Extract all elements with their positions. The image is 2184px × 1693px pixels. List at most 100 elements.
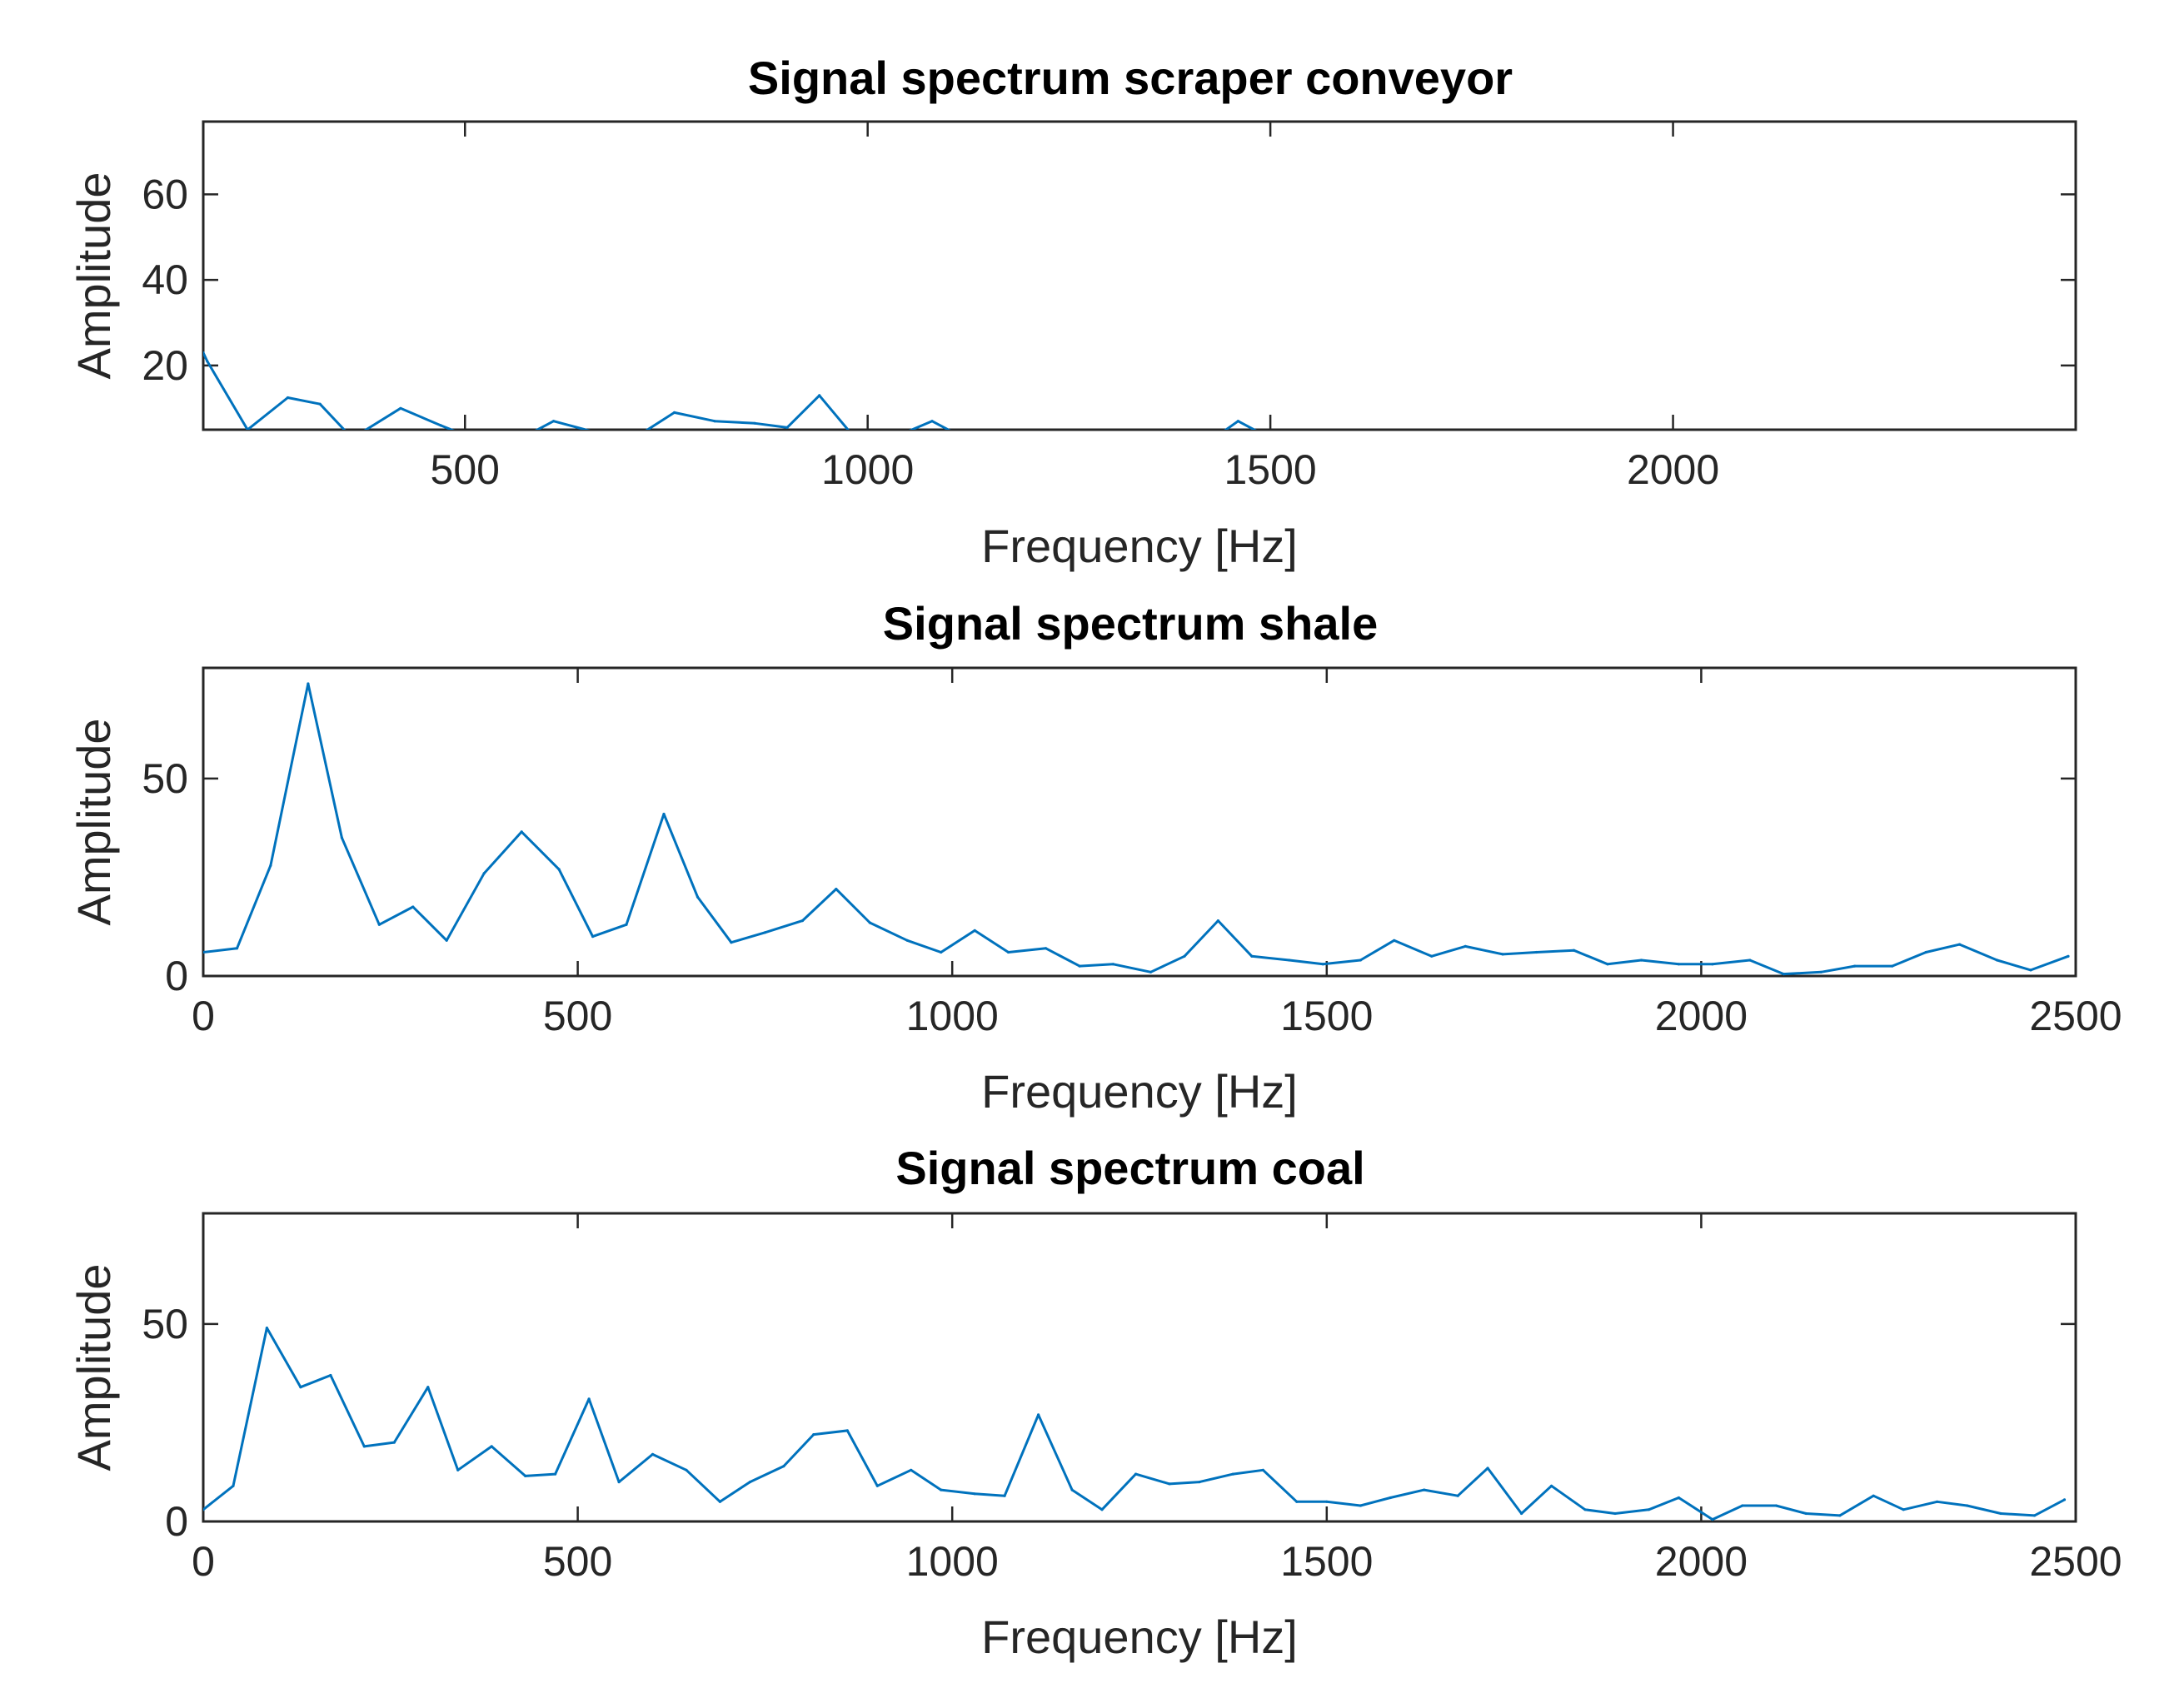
data-point <box>587 1397 591 1401</box>
data-point <box>1295 1500 1299 1503</box>
data-point <box>1463 944 1467 948</box>
data-point <box>246 428 249 430</box>
data-point <box>1902 1508 1905 1511</box>
subplot-conveyor: Signal spectrum scraper conveyor 500 1000… <box>67 52 2077 572</box>
data-point <box>482 872 486 875</box>
data-point <box>1711 963 1714 966</box>
data-points <box>203 351 1239 430</box>
data-point <box>940 950 943 954</box>
data-point <box>286 396 290 400</box>
data-point <box>1819 970 1822 973</box>
x-tick-label: 1000 <box>906 1538 999 1585</box>
data-point <box>1924 950 1927 954</box>
data-point <box>940 1488 943 1491</box>
data-point <box>1430 954 1434 958</box>
y-tick-label: 20 <box>142 342 188 389</box>
y-tick-label: 60 <box>142 171 188 217</box>
data-point <box>2067 954 2070 958</box>
data-point <box>1853 964 1857 968</box>
data-point <box>1359 1504 1362 1507</box>
subplot-coal: Signal spectrum coal 0 500 1000 1500 2000 250… <box>67 1142 2122 1663</box>
y-tick-label: 50 <box>142 755 188 802</box>
data-point <box>1748 959 1752 962</box>
data-point <box>392 1441 396 1444</box>
data-point <box>1111 963 1115 966</box>
axes-box <box>202 666 2077 978</box>
x-tick-label: 2000 <box>1627 446 1719 493</box>
data-point <box>1183 954 1186 958</box>
plot-title: Signal spectrum coal <box>895 1142 1364 1194</box>
data-point <box>910 1468 913 1471</box>
x-tick-label: 1000 <box>906 993 999 1039</box>
data-point <box>1606 963 1609 966</box>
data-point <box>753 421 756 425</box>
y-tick-label: 40 <box>142 256 188 303</box>
data-point <box>1677 963 1680 966</box>
data-point <box>1149 970 1153 973</box>
data-point <box>203 950 205 954</box>
data-point <box>1583 1508 1587 1511</box>
data-point <box>524 1474 527 1477</box>
x-tick-label: 2000 <box>1655 993 1748 1039</box>
y-tick-label: 0 <box>165 953 188 999</box>
y-tick-label: 0 <box>165 1498 188 1545</box>
x-tick-label: 1500 <box>1224 446 1317 493</box>
x-tick-label: 500 <box>543 1538 612 1585</box>
data-point <box>1501 953 1504 956</box>
data-point <box>800 919 805 923</box>
tick-group: 500 1000 1500 2000 20 40 60 <box>142 122 2076 493</box>
data-point <box>1613 1511 1617 1516</box>
data-point <box>1078 964 1081 968</box>
data-point <box>1639 959 1643 962</box>
x-tick-label: 0 <box>192 1538 215 1585</box>
x-tick-label: 1500 <box>1280 993 1373 1039</box>
data-point <box>1782 973 1785 976</box>
data-point <box>1838 1514 1842 1517</box>
data-point <box>651 1452 655 1456</box>
data-point <box>1198 1481 1201 1484</box>
data-point <box>1936 1500 1939 1503</box>
data-point <box>662 812 666 816</box>
data-point <box>1321 963 1324 966</box>
data-point <box>812 1433 815 1437</box>
x-tick-label: 1000 <box>821 446 914 493</box>
data-point <box>456 1468 460 1471</box>
data-point <box>685 1468 688 1471</box>
data-point <box>557 868 561 871</box>
data-point <box>868 921 871 924</box>
data-point <box>930 420 934 423</box>
x-tick-label: 0 <box>192 993 215 1039</box>
data-point <box>1486 1466 1489 1470</box>
data-point <box>362 1445 366 1448</box>
data-point <box>2062 1498 2067 1501</box>
data-point <box>782 1465 785 1468</box>
data-point <box>340 836 343 839</box>
x-tick-label: 500 <box>543 993 612 1039</box>
data-point <box>232 1484 235 1487</box>
x-axis-label: Frequency [Hz] <box>981 1611 1298 1663</box>
y-tick-label: 50 <box>142 1301 188 1347</box>
y-axis-label: Amplitude <box>67 172 120 379</box>
axes-box <box>202 120 2077 431</box>
x-axis-label: Frequency [Hz] <box>981 1065 1298 1118</box>
data-point <box>785 426 789 429</box>
data-point <box>1250 954 1254 958</box>
x-tick-label: 1500 <box>1280 1538 1373 1585</box>
data-point <box>818 394 821 397</box>
data-point <box>399 406 402 410</box>
data-point <box>1216 919 1219 923</box>
data-point <box>1325 1500 1329 1503</box>
data-point <box>1774 1504 1778 1507</box>
data-point <box>1100 1508 1104 1511</box>
data-point <box>520 830 523 834</box>
data-point <box>206 360 209 363</box>
data-point <box>835 888 838 891</box>
data-point <box>318 402 322 406</box>
data-point <box>1804 1511 1808 1516</box>
data-point <box>1456 1494 1459 1497</box>
y-axis-label: Amplitude <box>67 1263 120 1471</box>
data-point <box>1070 1488 1074 1491</box>
data-point <box>554 1472 557 1476</box>
data-point <box>377 923 381 926</box>
